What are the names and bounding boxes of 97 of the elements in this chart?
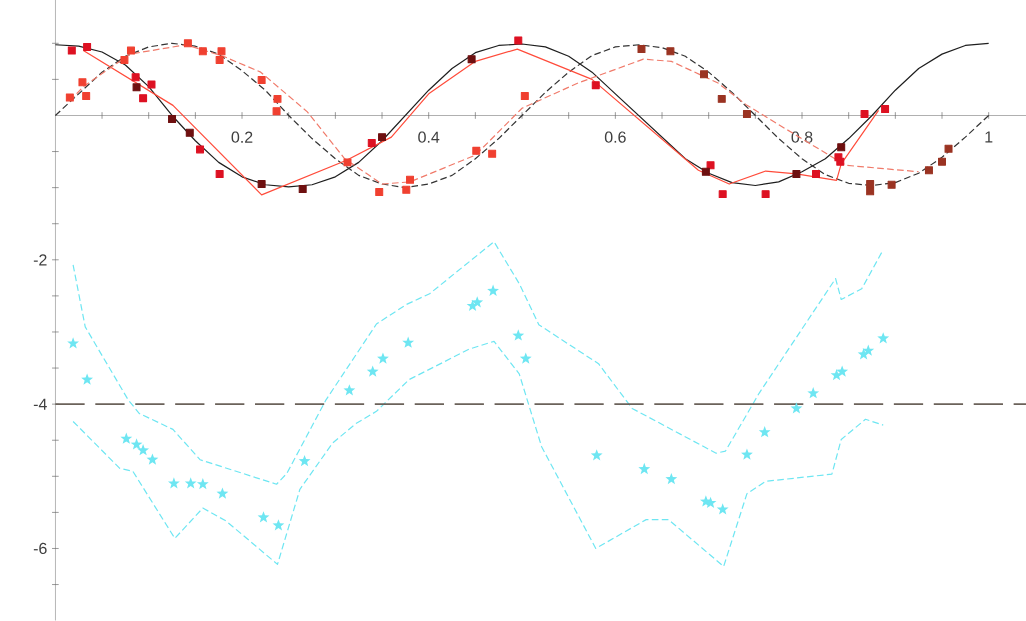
point [520, 92, 529, 101]
point [402, 185, 411, 194]
point [700, 70, 709, 79]
point [467, 55, 476, 64]
point [168, 115, 177, 124]
point [126, 46, 135, 55]
point [215, 56, 224, 65]
point [367, 139, 376, 148]
point [860, 110, 869, 119]
point [273, 95, 282, 104]
point [120, 56, 129, 65]
point [196, 478, 209, 490]
point [862, 344, 875, 356]
point [67, 337, 80, 349]
point [790, 402, 803, 414]
point [944, 144, 953, 153]
point [881, 105, 890, 114]
y-tick-label: -4 [33, 398, 47, 410]
point [718, 190, 727, 199]
point [590, 449, 603, 461]
point [487, 284, 500, 297]
point [257, 180, 266, 189]
point [216, 487, 229, 499]
point [638, 463, 651, 475]
line-series [72, 241, 884, 486]
point [807, 387, 820, 399]
point [132, 83, 141, 92]
point [183, 39, 192, 48]
point [67, 46, 76, 55]
point [637, 45, 646, 54]
point [758, 426, 771, 438]
point [343, 158, 352, 167]
point [137, 444, 150, 456]
point [377, 352, 389, 364]
point [185, 128, 194, 137]
point [272, 107, 281, 116]
point [139, 94, 148, 103]
point [146, 453, 159, 465]
point [257, 76, 266, 85]
point [402, 336, 415, 349]
point [215, 170, 224, 179]
point [761, 190, 770, 199]
point [836, 365, 849, 377]
point [741, 448, 753, 460]
point [406, 175, 415, 184]
point [81, 373, 94, 385]
point [716, 503, 729, 515]
point [378, 133, 387, 142]
point [131, 73, 140, 82]
point [82, 92, 91, 101]
x-tick-label: 1 [985, 131, 993, 143]
point [877, 332, 890, 344]
x-tick-label: 0.6 [604, 131, 626, 143]
point [887, 180, 896, 189]
point [665, 473, 678, 485]
point [488, 149, 497, 158]
point [130, 438, 143, 450]
point [812, 170, 820, 179]
point [298, 455, 311, 467]
point [198, 47, 207, 56]
point [706, 161, 715, 170]
y-tick-label: -2 [33, 254, 47, 266]
point [514, 36, 523, 45]
point [65, 93, 74, 102]
point [184, 477, 197, 489]
x-tick-label: 0.8 [791, 131, 813, 143]
point [836, 157, 845, 166]
y-tick-label: -6 [33, 543, 47, 555]
point [717, 95, 726, 104]
point [167, 477, 180, 489]
point [742, 110, 751, 119]
point [298, 185, 307, 194]
x-tick-label: 0.4 [418, 131, 440, 143]
point [591, 81, 600, 90]
point [257, 511, 270, 523]
point [512, 329, 525, 341]
point [519, 352, 532, 364]
point [83, 43, 92, 52]
point [272, 519, 285, 531]
point [837, 143, 846, 152]
point [120, 432, 133, 444]
line-series [72, 340, 884, 568]
point [938, 157, 946, 166]
point [78, 78, 87, 87]
point [196, 145, 205, 154]
point [375, 188, 384, 197]
point [666, 47, 675, 56]
point [472, 147, 481, 155]
point [701, 167, 710, 176]
point [147, 80, 156, 89]
point [471, 296, 484, 308]
point [217, 47, 226, 56]
x-tick-label: 0.2 [231, 131, 253, 143]
point [924, 166, 933, 175]
point [866, 187, 875, 196]
point [792, 170, 801, 179]
point [343, 384, 356, 396]
